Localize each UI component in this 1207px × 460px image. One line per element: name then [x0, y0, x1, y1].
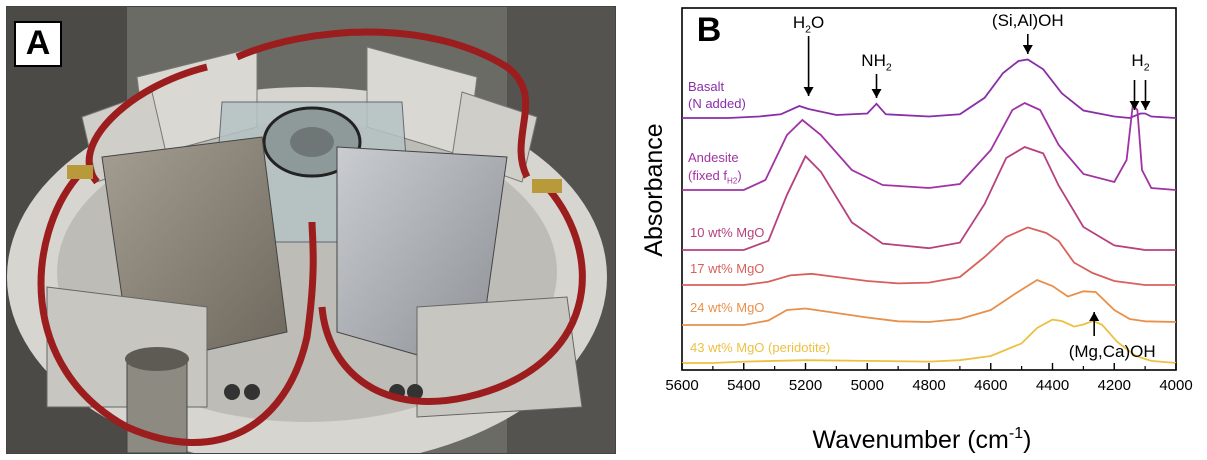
x-tick-label: 5600 [665, 377, 698, 394]
series-label-andesite: Andesite [688, 150, 739, 165]
x-tick-label: 5400 [727, 377, 760, 394]
annotation-arrow-1-head [804, 87, 814, 96]
x-tick-label: 4200 [1098, 377, 1131, 394]
series-line-1 [682, 60, 1176, 119]
series-label-basalt-note: (N added) [688, 96, 746, 111]
annotation-arrow-4b-head [1140, 101, 1150, 110]
panel-label-b: B [684, 10, 734, 54]
x-tick-label: 4400 [1036, 377, 1069, 394]
plot-frame [682, 8, 1176, 370]
annotation-label-5: (Mg,Ca)OH [1069, 342, 1156, 361]
photo-panel: A [6, 6, 616, 454]
panel-label-a: A [14, 21, 62, 67]
x-tick-label: 5000 [851, 377, 884, 394]
series-label-6: 43 wt% MgO (peridotite) [690, 340, 830, 355]
chart-panel: B 5600 5400 5200 5000 4800 4600 4400 4200 4000 B… [620, 0, 1207, 455]
x-axis-label: Wavenumber (cm-1) [813, 425, 1032, 454]
series-label-andesite-note: (fixed fH2) [688, 168, 742, 185]
annotation-label-4: H2 [1131, 51, 1149, 73]
x-tick-label: 5200 [789, 377, 822, 394]
ftir-spectra-chart: 5600 5400 5200 5000 4800 4600 4400 4200 4000 Bas… [620, 0, 1207, 455]
series-label-basalt: Basalt [688, 79, 725, 94]
apparatus-photo [7, 7, 615, 453]
annotation-arrow-3-head [1023, 45, 1033, 54]
series-label-5: 24 wt% MgO [690, 300, 764, 315]
annotation-arrow-2-head [872, 89, 882, 98]
x-tick-label: 4800 [912, 377, 945, 394]
series-label-4: 17 wt% MgO [690, 261, 764, 276]
annotation-arrow-5-head [1089, 312, 1099, 321]
annotation-label-2: NH2 [861, 51, 892, 73]
y-axis-label: Absorbance [640, 123, 668, 256]
series-label-3: 10 wt% MgO [690, 225, 764, 240]
x-tick-label: 4600 [974, 377, 1007, 394]
annotation-label-3: (Si,Al)OH [992, 11, 1064, 30]
annotation-label-1: H2O [793, 13, 824, 35]
x-tick-label: 4000 [1159, 377, 1192, 394]
annotation-arrow-4a-head [1129, 101, 1139, 110]
